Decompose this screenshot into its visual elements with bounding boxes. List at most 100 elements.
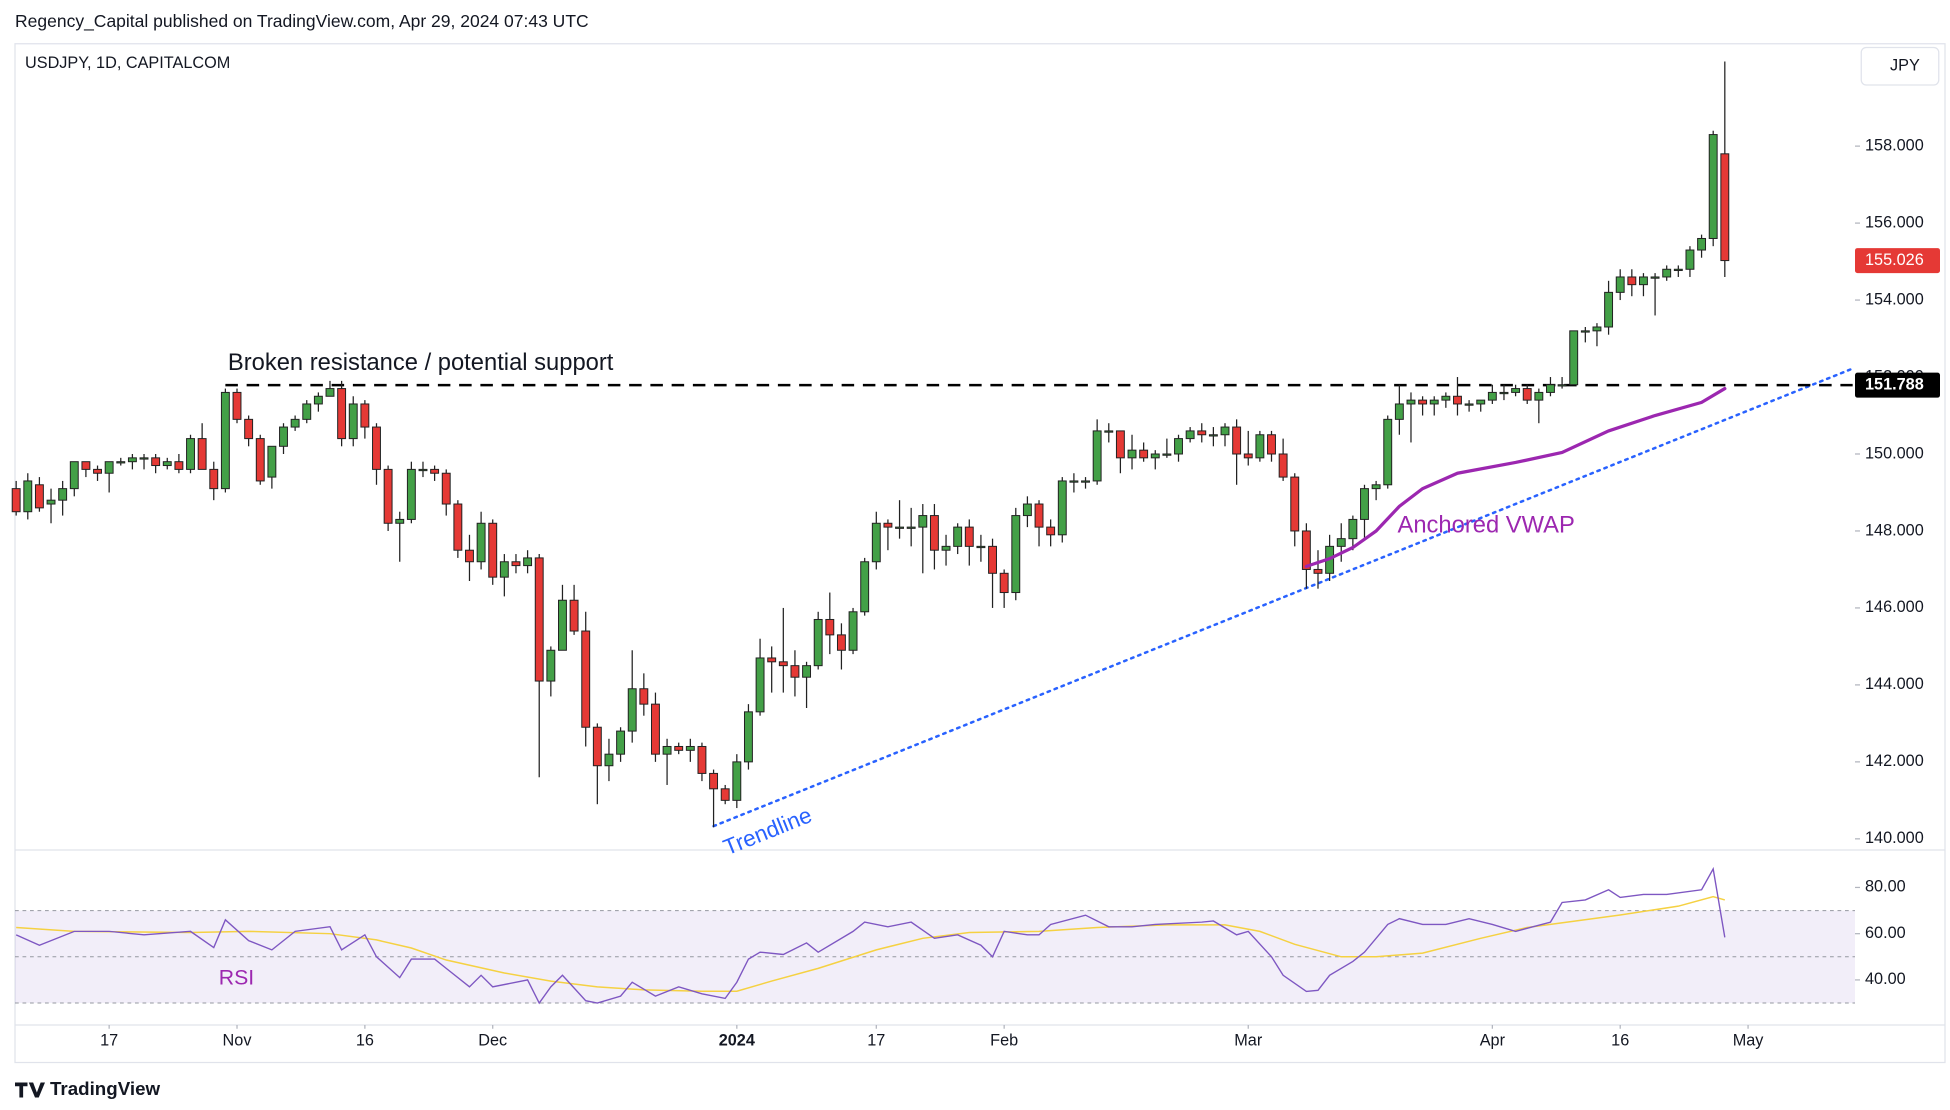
candle-body bbox=[1557, 384, 1567, 387]
x-tick-label: 16 bbox=[1611, 1032, 1629, 1050]
rsi-label: RSI bbox=[219, 965, 254, 989]
candle-body bbox=[1615, 276, 1625, 293]
candle-body bbox=[976, 545, 986, 549]
candle-body bbox=[871, 522, 881, 563]
candle-body bbox=[1348, 518, 1358, 540]
y-tick-label: 146.000 bbox=[1865, 598, 1924, 616]
y-tick-label: 148.000 bbox=[1865, 521, 1924, 539]
candle-body bbox=[523, 557, 533, 567]
candle-body bbox=[162, 461, 172, 467]
candle-body bbox=[46, 499, 56, 505]
candle-body bbox=[1592, 326, 1602, 332]
candle-body bbox=[23, 480, 33, 513]
candle-body bbox=[1162, 453, 1172, 456]
candle-body bbox=[1034, 503, 1044, 528]
x-tick-label: Nov bbox=[223, 1032, 253, 1050]
candle-body bbox=[1243, 453, 1253, 459]
candle-body bbox=[406, 468, 416, 520]
candle-body bbox=[1534, 391, 1544, 401]
x-tick-label: 2024 bbox=[719, 1032, 755, 1050]
candle-body bbox=[534, 557, 544, 682]
candle-body bbox=[627, 688, 637, 732]
candle-body bbox=[1139, 449, 1149, 459]
candle-body bbox=[581, 630, 591, 728]
candle-body bbox=[906, 526, 916, 529]
candle-body bbox=[836, 634, 846, 651]
candle-body bbox=[151, 457, 161, 467]
candle-body bbox=[1639, 276, 1648, 286]
candle-body bbox=[186, 438, 195, 470]
candle-body bbox=[929, 515, 939, 551]
candle-body bbox=[1546, 384, 1555, 393]
candle-body bbox=[592, 726, 602, 767]
candle-body bbox=[1127, 449, 1137, 459]
candle-body bbox=[430, 468, 440, 474]
candle-body bbox=[1255, 434, 1265, 459]
candle-body bbox=[104, 461, 114, 474]
y-tick-label: 140.000 bbox=[1865, 829, 1924, 847]
candle-body bbox=[174, 461, 184, 470]
candle-body bbox=[941, 545, 951, 551]
candle-body bbox=[1208, 434, 1218, 437]
candle-body bbox=[1313, 568, 1323, 574]
candle-body bbox=[790, 665, 800, 678]
y-tick-label: 156.000 bbox=[1865, 213, 1924, 231]
candle-body bbox=[139, 457, 149, 460]
candle-body bbox=[279, 426, 288, 447]
candle-body bbox=[1604, 291, 1614, 328]
candle-body bbox=[232, 391, 242, 420]
x-tick-label: 17 bbox=[867, 1032, 885, 1050]
currency-label[interactable]: JPY bbox=[1890, 57, 1920, 75]
candle-body bbox=[1069, 480, 1079, 483]
candle-body bbox=[499, 561, 509, 578]
last-price-box bbox=[1855, 248, 1940, 274]
candle-body bbox=[1197, 430, 1207, 436]
currency-button[interactable] bbox=[1860, 46, 1940, 86]
vwap-label: Anchored VWAP bbox=[1398, 512, 1575, 539]
candle-body bbox=[1394, 403, 1404, 420]
candle-body bbox=[1580, 330, 1590, 333]
candle-body bbox=[1464, 403, 1474, 406]
candle-body bbox=[953, 526, 963, 547]
candle-body bbox=[604, 753, 614, 767]
x-tick-label: Dec bbox=[478, 1032, 507, 1050]
candle-body bbox=[209, 468, 219, 490]
candle-body bbox=[11, 488, 21, 513]
candle-body bbox=[488, 522, 498, 578]
last-price-label: 155.026 bbox=[1865, 251, 1924, 269]
candle-body bbox=[1650, 276, 1660, 279]
candle-body bbox=[1011, 515, 1021, 594]
candle-body bbox=[1406, 399, 1416, 405]
candle-body bbox=[988, 545, 997, 574]
rsi-tick-label: 60.00 bbox=[1865, 924, 1906, 942]
candle-body bbox=[1185, 430, 1195, 440]
candle-body bbox=[1174, 438, 1183, 455]
candle-body bbox=[255, 438, 265, 482]
candle-body bbox=[709, 772, 719, 790]
candle-body bbox=[639, 688, 649, 705]
candle-body bbox=[337, 388, 347, 440]
candle-body bbox=[964, 526, 974, 547]
candle-body bbox=[1627, 276, 1637, 286]
candle-body bbox=[720, 788, 730, 801]
candle-body bbox=[511, 561, 521, 567]
candle-body bbox=[1487, 391, 1497, 401]
candle-body bbox=[313, 395, 323, 405]
x-tick-label: May bbox=[1733, 1032, 1765, 1050]
candle-body bbox=[813, 618, 823, 667]
candle-body bbox=[1360, 488, 1369, 520]
candle-body bbox=[302, 403, 312, 420]
candle-body bbox=[1453, 395, 1462, 405]
candle-body bbox=[685, 745, 695, 751]
candle-body bbox=[802, 665, 812, 678]
candle-body bbox=[1057, 480, 1067, 536]
candle-body bbox=[81, 461, 91, 470]
resistance-price-label: 151.788 bbox=[1865, 375, 1924, 393]
candle-body bbox=[325, 388, 335, 397]
candle-body bbox=[1476, 399, 1486, 405]
candle-body bbox=[883, 522, 893, 528]
brand-name: TradingView bbox=[50, 1078, 161, 1099]
candle-body bbox=[372, 426, 381, 470]
